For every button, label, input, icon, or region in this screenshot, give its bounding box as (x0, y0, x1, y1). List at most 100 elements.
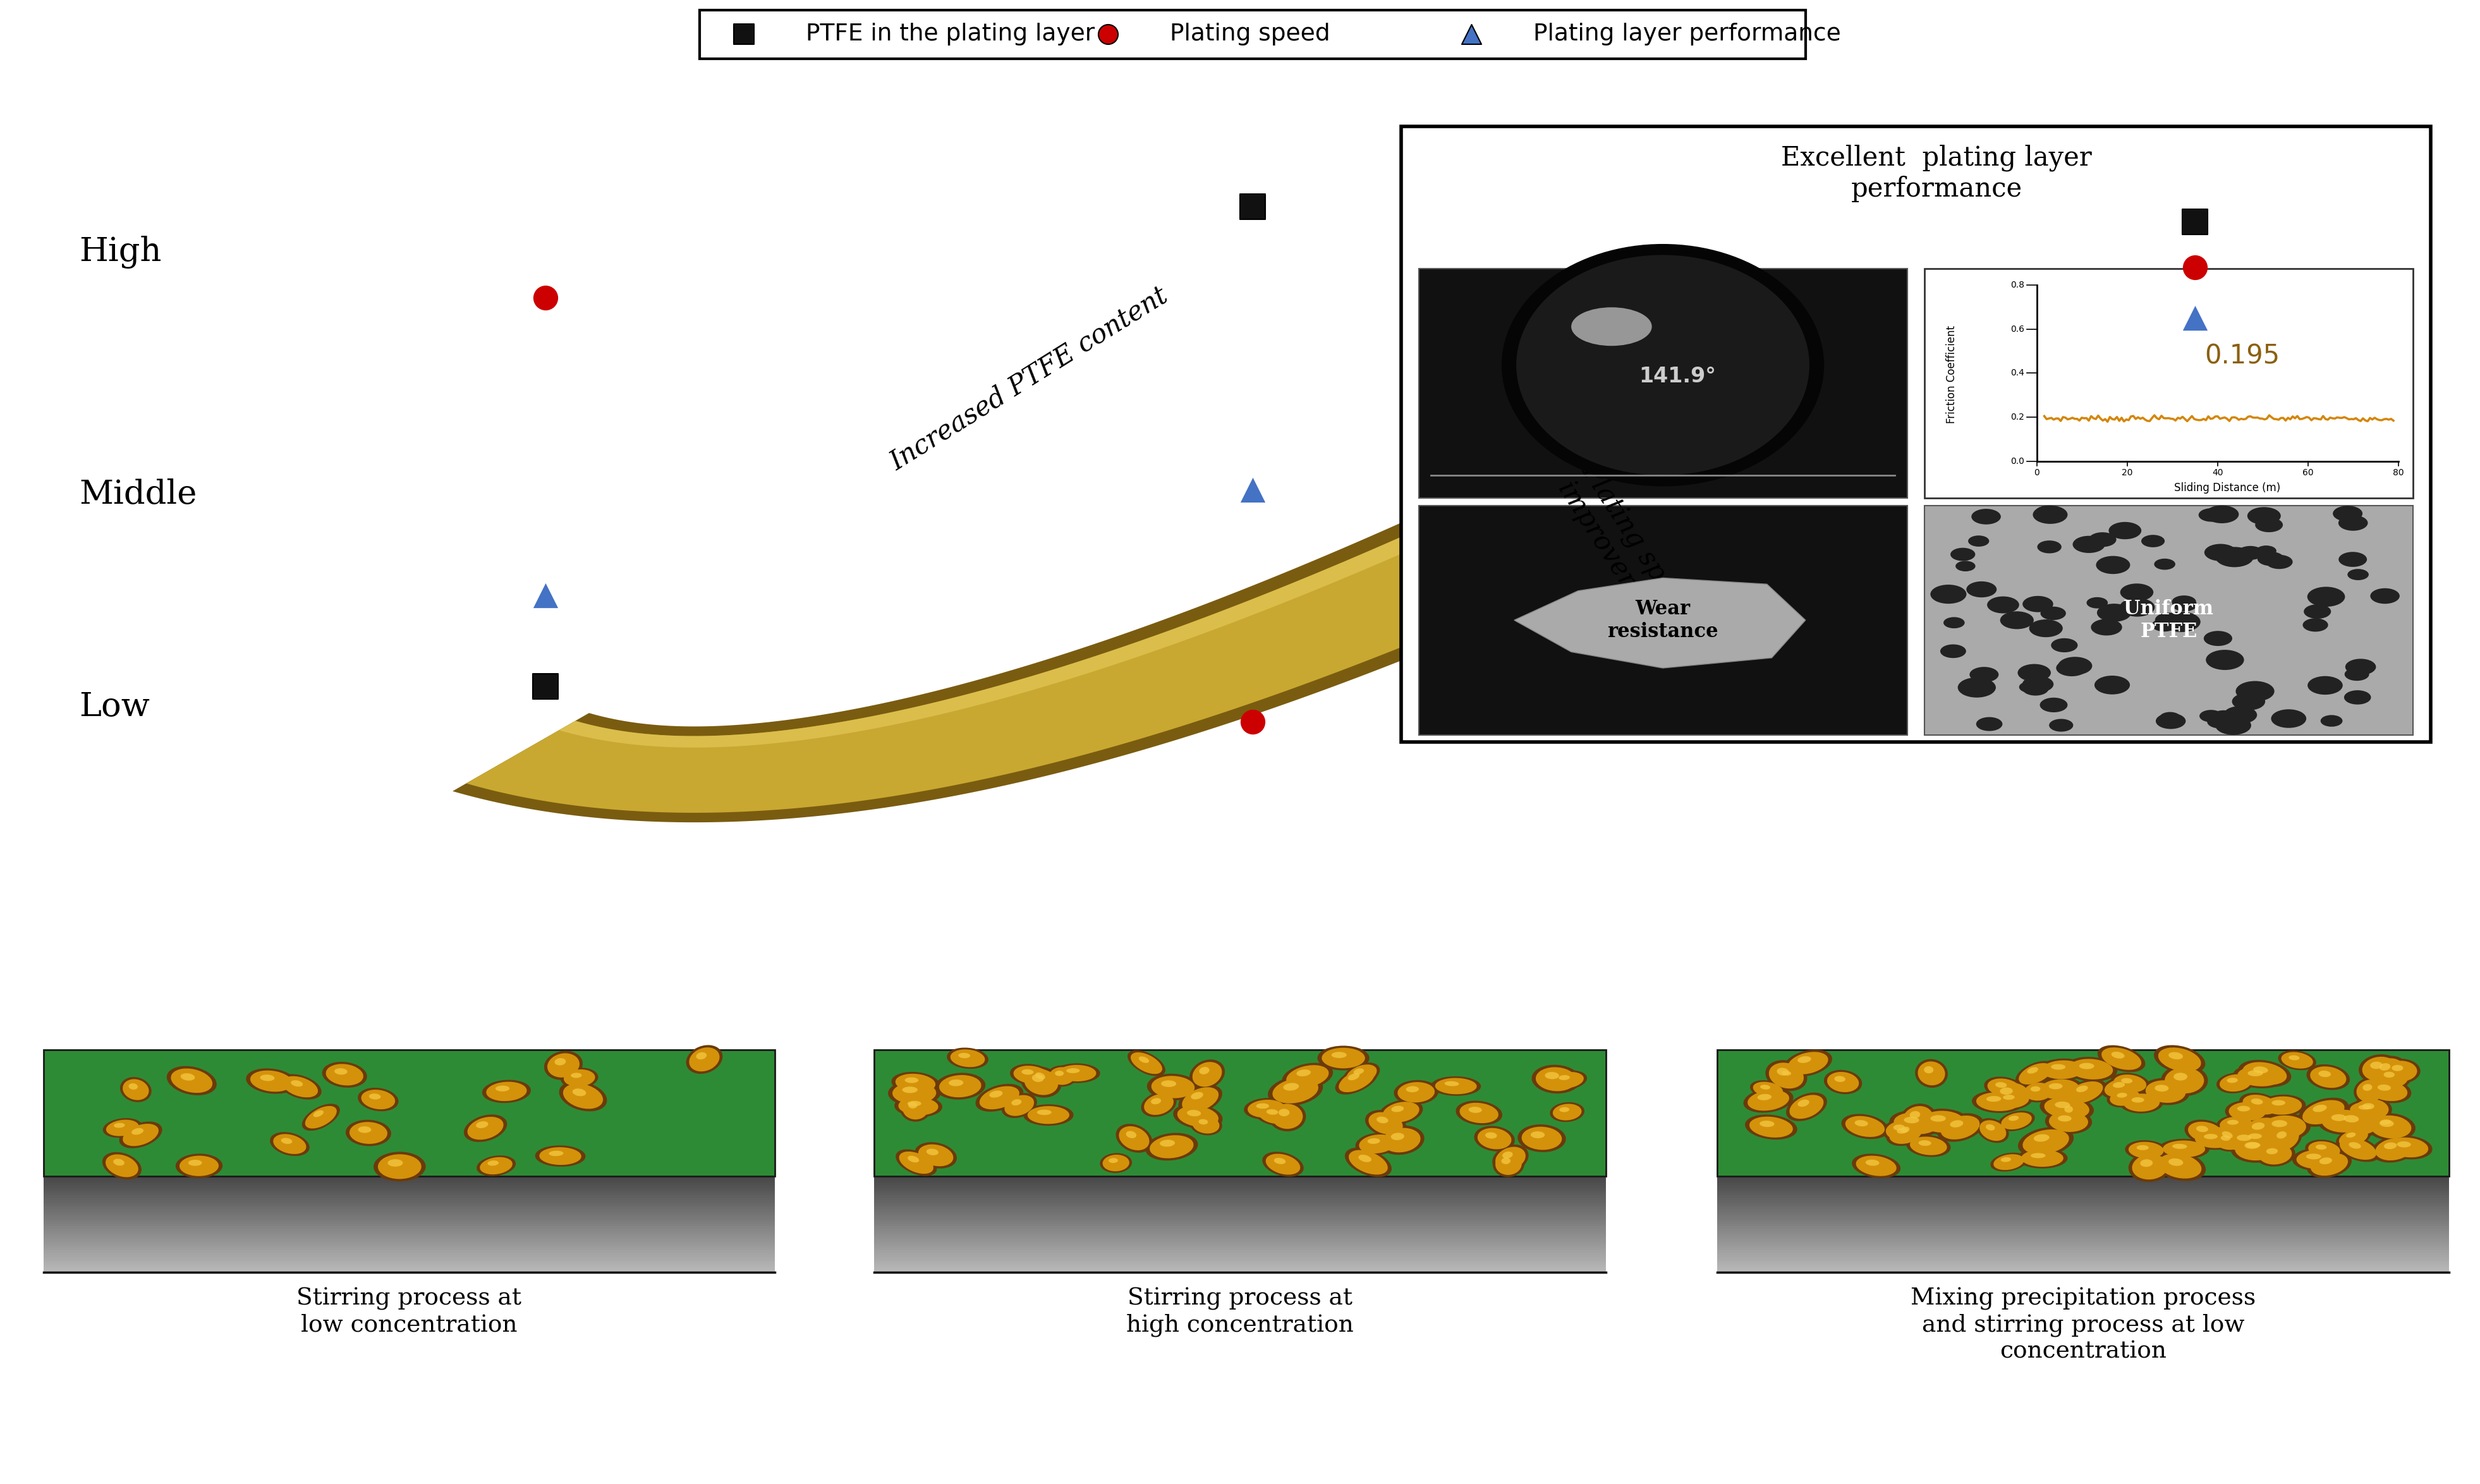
Ellipse shape (1126, 1131, 1136, 1138)
FancyBboxPatch shape (45, 1230, 774, 1233)
Ellipse shape (1991, 1153, 2026, 1171)
Ellipse shape (1257, 1106, 1292, 1123)
Ellipse shape (1944, 617, 1964, 628)
Point (526, 286, 565, 310)
Ellipse shape (370, 1094, 382, 1100)
Ellipse shape (2066, 1057, 2118, 1082)
Ellipse shape (2252, 1098, 2262, 1104)
Ellipse shape (2210, 711, 2237, 724)
Ellipse shape (1183, 1088, 1218, 1112)
Ellipse shape (1334, 1067, 1379, 1095)
FancyBboxPatch shape (45, 1247, 774, 1251)
FancyBboxPatch shape (875, 1196, 1607, 1201)
Ellipse shape (1002, 1094, 1037, 1117)
Ellipse shape (2356, 1100, 2388, 1119)
Ellipse shape (1942, 1116, 1979, 1140)
FancyBboxPatch shape (45, 1190, 774, 1193)
Ellipse shape (1014, 1066, 1049, 1083)
FancyBboxPatch shape (1716, 1214, 2450, 1217)
Ellipse shape (570, 1073, 583, 1077)
Ellipse shape (2269, 1126, 2299, 1150)
FancyBboxPatch shape (875, 1215, 1607, 1220)
Ellipse shape (1495, 1153, 1523, 1175)
FancyBboxPatch shape (45, 1245, 774, 1248)
FancyBboxPatch shape (875, 1250, 1607, 1252)
Ellipse shape (1994, 1155, 2024, 1169)
Ellipse shape (1798, 1057, 1810, 1063)
FancyBboxPatch shape (45, 1183, 774, 1186)
Ellipse shape (1357, 1132, 1399, 1156)
Ellipse shape (1012, 1100, 1022, 1106)
Ellipse shape (2371, 1061, 2383, 1068)
Ellipse shape (900, 1095, 930, 1122)
FancyBboxPatch shape (1716, 1247, 2450, 1251)
FancyBboxPatch shape (1716, 1261, 2450, 1264)
Ellipse shape (2306, 677, 2344, 695)
Ellipse shape (2048, 718, 2073, 732)
Ellipse shape (357, 1126, 372, 1132)
Ellipse shape (1381, 1128, 1421, 1153)
Text: 80: 80 (2393, 469, 2403, 478)
Ellipse shape (2378, 1063, 2391, 1070)
Text: 0: 0 (2034, 469, 2039, 478)
Ellipse shape (270, 1132, 310, 1156)
Ellipse shape (903, 1086, 918, 1094)
Text: 0.8: 0.8 (2011, 280, 2024, 289)
Ellipse shape (1977, 717, 2001, 732)
Ellipse shape (2227, 1077, 2237, 1083)
Ellipse shape (893, 1082, 937, 1104)
Ellipse shape (2234, 1128, 2284, 1150)
Ellipse shape (1907, 1135, 1952, 1158)
Ellipse shape (1885, 1120, 1920, 1140)
Ellipse shape (2373, 1066, 2411, 1089)
Ellipse shape (2155, 1045, 2205, 1074)
Ellipse shape (2339, 515, 2368, 531)
Ellipse shape (1022, 1067, 1061, 1098)
Ellipse shape (1503, 1152, 1513, 1159)
Ellipse shape (2031, 1153, 2046, 1158)
Ellipse shape (1161, 1080, 1176, 1086)
Ellipse shape (890, 1071, 940, 1094)
FancyBboxPatch shape (1924, 269, 2413, 499)
Ellipse shape (1317, 1046, 1369, 1070)
Ellipse shape (2205, 1134, 2217, 1140)
Ellipse shape (1384, 1101, 1419, 1122)
Ellipse shape (2163, 611, 2200, 632)
Ellipse shape (1297, 1070, 1312, 1076)
Ellipse shape (2056, 1098, 2086, 1126)
FancyBboxPatch shape (875, 1175, 1607, 1178)
Ellipse shape (2376, 1068, 2408, 1088)
Ellipse shape (2001, 1158, 2011, 1162)
Ellipse shape (1989, 1080, 2031, 1109)
Ellipse shape (2172, 598, 2197, 611)
Ellipse shape (489, 1160, 498, 1166)
Ellipse shape (573, 1089, 585, 1097)
Ellipse shape (496, 1086, 508, 1091)
Ellipse shape (990, 1091, 1002, 1098)
Ellipse shape (1364, 1110, 1406, 1137)
Ellipse shape (2215, 715, 2252, 735)
FancyBboxPatch shape (875, 1261, 1607, 1264)
Ellipse shape (2041, 1061, 2083, 1079)
FancyBboxPatch shape (45, 1049, 774, 1177)
Ellipse shape (1349, 1073, 1359, 1080)
Ellipse shape (1788, 1052, 1828, 1074)
FancyBboxPatch shape (1716, 1238, 2450, 1241)
Ellipse shape (1359, 1155, 1371, 1162)
Ellipse shape (1188, 1110, 1200, 1116)
FancyBboxPatch shape (1716, 1227, 2450, 1232)
FancyBboxPatch shape (875, 1230, 1607, 1233)
Ellipse shape (2331, 1114, 2346, 1120)
Ellipse shape (345, 1120, 392, 1146)
FancyBboxPatch shape (45, 1252, 774, 1255)
FancyBboxPatch shape (875, 1192, 1607, 1195)
Ellipse shape (1545, 1071, 1560, 1079)
Ellipse shape (2143, 1077, 2190, 1106)
Ellipse shape (325, 1064, 362, 1085)
Ellipse shape (1986, 1097, 2001, 1101)
FancyBboxPatch shape (45, 1192, 774, 1195)
Ellipse shape (2247, 1143, 2259, 1149)
Ellipse shape (2016, 1061, 2056, 1086)
Ellipse shape (2239, 1114, 2284, 1144)
Ellipse shape (950, 1079, 962, 1086)
